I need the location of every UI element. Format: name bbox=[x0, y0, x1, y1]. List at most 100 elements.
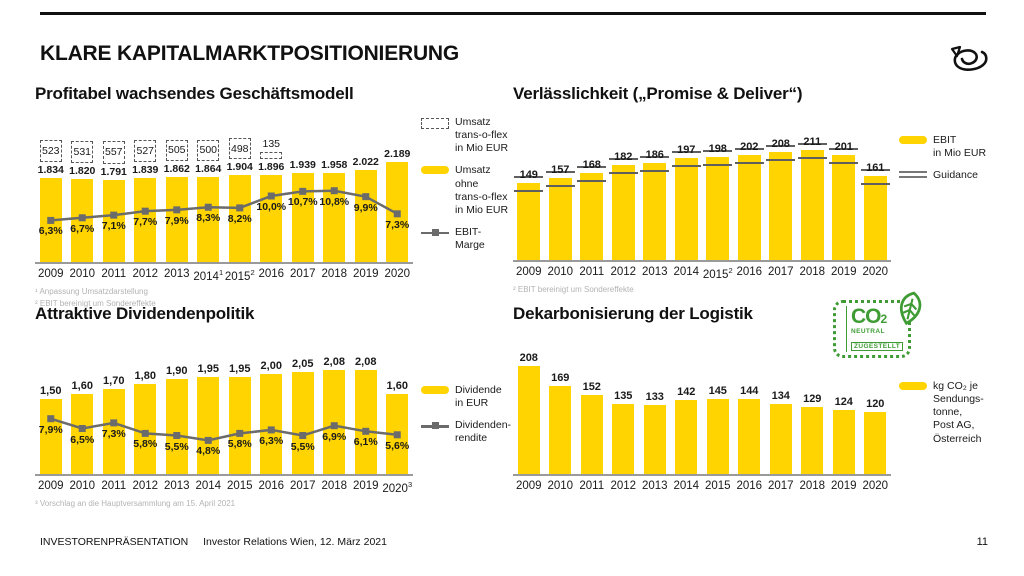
pct-label: 4,8% bbox=[196, 445, 221, 458]
transoflex-box: 498 bbox=[228, 138, 251, 160]
footnote: ² EBIT bereinigt um Sondereffekte bbox=[35, 298, 156, 308]
legend-item: Umsatz ohne trans-o-flex in Mio EUR bbox=[421, 164, 511, 217]
bar-value-label: 2,08 bbox=[355, 356, 377, 368]
year-label: 2017 bbox=[767, 266, 794, 278]
legend-bar-swatch bbox=[899, 382, 927, 390]
transoflex-box bbox=[260, 152, 283, 160]
bar-value-label: 197 bbox=[677, 143, 696, 156]
pct-label: 7,9% bbox=[38, 423, 63, 436]
legend-label: EBIT in Mio EUR bbox=[933, 134, 987, 160]
pct-label: 9,9% bbox=[353, 201, 378, 214]
year-label: 2009 bbox=[37, 480, 64, 492]
bar-value-label: 145 bbox=[708, 384, 727, 397]
year-label: 2015 bbox=[226, 480, 253, 492]
year-label: 2017 bbox=[767, 480, 794, 492]
dividende-footnotes: ³ Vorschlag an die Hauptversammlung am 1… bbox=[35, 498, 511, 510]
chart-panel-dividende: Attraktive Dividendenpolitik 1,50 1,60 1,7… bbox=[35, 304, 511, 510]
year-label: 2011 bbox=[579, 266, 605, 278]
guidance-line bbox=[734, 147, 764, 150]
year-label: 2019 bbox=[830, 266, 857, 278]
bar bbox=[134, 384, 157, 474]
footer-presentation-label: INVESTORENPRÄSENTATION bbox=[40, 536, 189, 548]
bar bbox=[549, 386, 572, 474]
year-label: 2019 bbox=[352, 480, 379, 492]
pct-label: 7,9% bbox=[164, 214, 189, 227]
year-label: 2014 bbox=[673, 480, 700, 492]
bar-value-label: 202 bbox=[740, 140, 759, 153]
year-label: 2012 bbox=[610, 266, 637, 278]
year-label: 2013 bbox=[641, 480, 668, 492]
chart-title: Dekarbonisierung der Logistik bbox=[513, 304, 753, 323]
pct-label: 6,3% bbox=[259, 434, 284, 447]
bar-value-label: 1,95 bbox=[197, 362, 219, 375]
pct-label: 5,8% bbox=[133, 438, 158, 451]
bar bbox=[323, 370, 346, 474]
bar bbox=[675, 400, 698, 474]
footer-date-label: Investor Relations Wien, 12. März 2021 bbox=[203, 536, 387, 548]
year-label: 2009 bbox=[37, 268, 64, 280]
year-label: 2012 bbox=[132, 480, 159, 492]
bar bbox=[643, 163, 667, 260]
bar bbox=[197, 376, 220, 474]
transoflex-box: 557 bbox=[102, 140, 125, 165]
guidance-line bbox=[860, 169, 890, 172]
year-label: 2014 bbox=[195, 480, 222, 492]
bar bbox=[769, 404, 792, 474]
bar-value-label: 124 bbox=[834, 395, 853, 408]
year-label: 2012 bbox=[132, 268, 159, 280]
bar-value-label: 1,90 bbox=[166, 365, 188, 377]
guidance-line bbox=[608, 158, 638, 161]
bar-value-label: 161 bbox=[866, 162, 885, 175]
year-label: 2012 bbox=[610, 480, 637, 492]
guidance-line bbox=[829, 148, 859, 151]
bar-value-label: 1.904 bbox=[226, 161, 253, 174]
legend-dashed-box-swatch bbox=[421, 118, 449, 129]
year-label: 2010 bbox=[547, 480, 574, 492]
legend-item: EBIT in Mio EUR bbox=[899, 134, 986, 160]
bar bbox=[706, 157, 730, 260]
bar bbox=[548, 178, 572, 260]
bar-value-label: 2,00 bbox=[260, 360, 282, 372]
legend-label: Dividenden- rendite bbox=[455, 419, 512, 445]
bar bbox=[260, 374, 283, 474]
bar bbox=[386, 162, 409, 262]
year-label: 2017 bbox=[289, 268, 316, 280]
bar-value-label: 1.864 bbox=[195, 162, 222, 175]
bar-value-label: 1,60 bbox=[386, 380, 408, 392]
umsatz-x-axis: 2009 2010 2011 2012 2013 20141 20152 2016 2017 20… bbox=[35, 268, 413, 283]
legend-item: Guidance bbox=[899, 169, 986, 182]
guidance-line bbox=[577, 165, 607, 168]
legend-label: Guidance bbox=[933, 169, 978, 182]
year-label: 2016 bbox=[258, 268, 285, 280]
legend-item: EBIT-Marge bbox=[421, 226, 511, 252]
bar-value-label: 1.862 bbox=[163, 162, 190, 175]
year-label: 2011 bbox=[579, 480, 605, 492]
bar bbox=[706, 398, 729, 474]
legend-label: EBIT-Marge bbox=[455, 225, 485, 251]
bar-value-label: 198 bbox=[708, 143, 727, 156]
pct-label: 8,2% bbox=[227, 212, 252, 225]
footnote: ² EBIT bereinigt um Sondereffekte bbox=[513, 284, 634, 294]
bar bbox=[864, 411, 887, 474]
header-rule bbox=[40, 12, 986, 15]
guidance-line bbox=[671, 164, 701, 167]
pct-label: 5,6% bbox=[385, 439, 410, 452]
pct-label: 6,1% bbox=[353, 436, 378, 449]
stamp-side-rule bbox=[836, 306, 847, 352]
bar-value-label: 2,08 bbox=[323, 356, 345, 368]
co2-neutral-badge: CO2 NEUTRAL ZUGESTELLT bbox=[833, 291, 922, 362]
guidance-line bbox=[766, 158, 796, 161]
guidance-line bbox=[545, 185, 575, 188]
co2-badge-text: CO2 bbox=[851, 305, 887, 328]
year-label: 2019 bbox=[352, 268, 379, 280]
bar-value-label: 2,05 bbox=[292, 357, 314, 370]
bar-value-label: 1.820 bbox=[69, 164, 96, 177]
bar-value-label: 1,60 bbox=[71, 380, 93, 392]
year-label: 2009 bbox=[515, 266, 542, 278]
ebit-legend: EBIT in Mio EUR Guidance bbox=[899, 112, 986, 191]
bar-value-label: 142 bbox=[677, 386, 696, 399]
bar bbox=[517, 182, 541, 260]
bar bbox=[354, 169, 377, 262]
pct-label: 10,7% bbox=[287, 196, 318, 209]
